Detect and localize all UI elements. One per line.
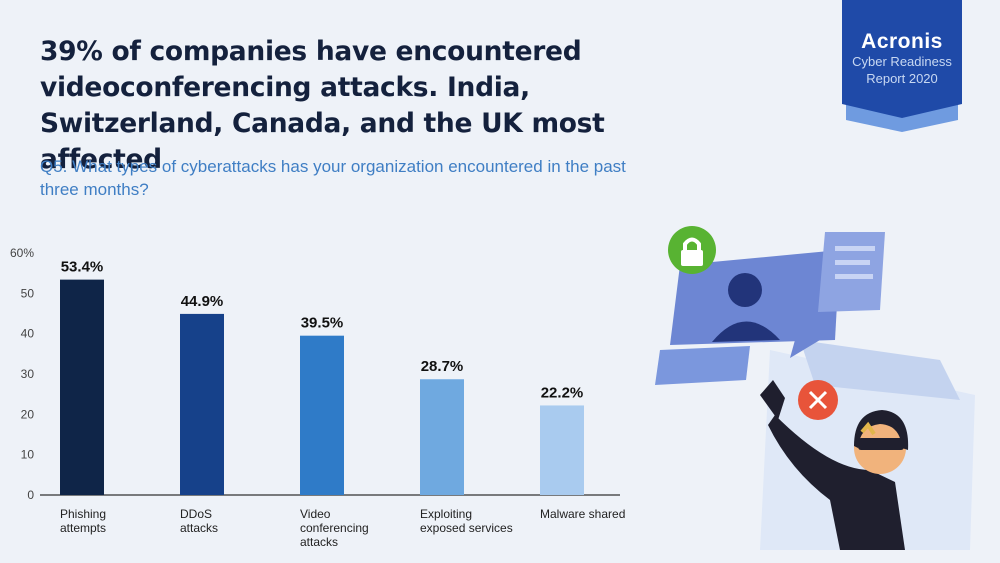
data-label: 22.2% xyxy=(541,384,584,401)
x-tick-label: Exploiting xyxy=(420,507,472,521)
page-title: 39% of companies have encountered videoc… xyxy=(40,36,605,175)
bar xyxy=(420,379,464,495)
x-tick-label: conferencing xyxy=(300,521,369,535)
y-tick-label: 30 xyxy=(21,367,35,381)
hacker-illustration xyxy=(655,226,975,550)
y-tick-label: 60% xyxy=(10,246,34,260)
y-tick-label: 40 xyxy=(21,327,35,341)
bar xyxy=(540,405,584,495)
report-badge: Acronis Cyber Readiness Report 2020 xyxy=(842,0,962,132)
data-label: 39.5% xyxy=(301,315,344,332)
profile-card xyxy=(670,250,840,358)
x-tick-label: exposed services xyxy=(420,521,513,535)
x-tick-label: attacks xyxy=(180,521,218,535)
data-label: 44.9% xyxy=(181,293,224,310)
badge-line-1: Cyber Readiness xyxy=(852,54,952,69)
x-tick-label: Malware shared xyxy=(540,507,625,521)
page-subtitle: Q5. What types of cyberattacks has your … xyxy=(40,157,626,199)
y-tick-label: 20 xyxy=(21,407,35,421)
badge-line-2: Report 2020 xyxy=(866,71,938,86)
chat-bubble xyxy=(655,346,750,385)
x-tick-label: Video xyxy=(300,507,331,521)
ribbon-icon xyxy=(842,0,962,132)
y-tick-label: 50 xyxy=(21,286,35,300)
lock-icon xyxy=(668,226,716,274)
x-tick-label: DDoS xyxy=(180,507,212,521)
bar xyxy=(300,335,344,495)
y-tick-label: 0 xyxy=(27,488,34,502)
data-label: 28.7% xyxy=(421,358,464,375)
data-label: 53.4% xyxy=(61,259,104,276)
bar xyxy=(180,313,224,495)
hacker-figure xyxy=(760,380,909,550)
x-tick-label: attempts xyxy=(60,521,106,535)
badge-brand: Acronis xyxy=(861,30,943,53)
y-tick-label: 10 xyxy=(21,448,35,462)
x-tick-label: Phishing xyxy=(60,507,106,521)
bar xyxy=(60,279,104,495)
document-card xyxy=(818,232,885,312)
error-icon xyxy=(798,380,838,420)
x-tick-label: attacks xyxy=(300,535,338,549)
